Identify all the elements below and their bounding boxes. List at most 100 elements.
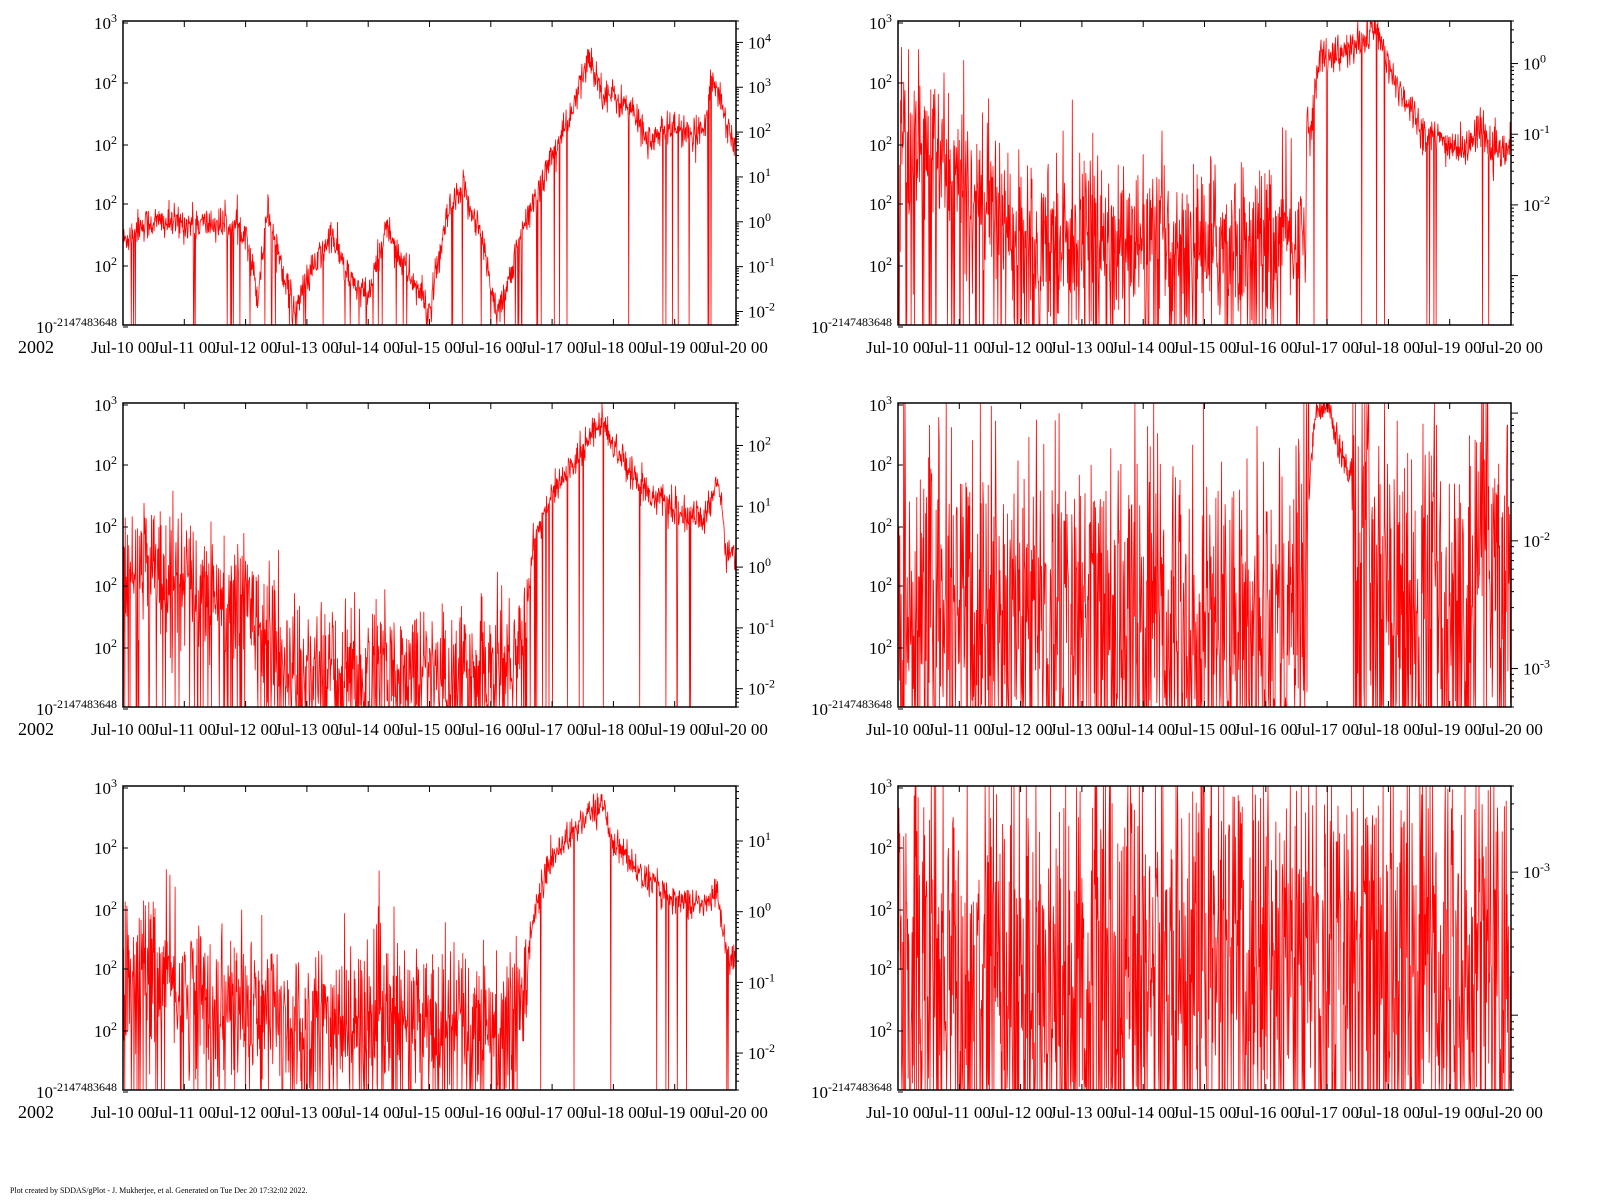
- left-axis-tick-label: 10-2147483648: [811, 1080, 892, 1102]
- left-axis-tick-label: 103: [94, 11, 117, 33]
- left-axis-tick-label: 102: [94, 836, 117, 858]
- x-axis-tick-label: Jul-16 00: [459, 720, 523, 739]
- left-axis-tick-label: 102: [869, 957, 892, 979]
- left-axis-tick-label: 102: [869, 574, 892, 596]
- x-axis-tick-label: Jul-17 00: [520, 1103, 584, 1122]
- left-axis-tick-label: 102: [94, 574, 117, 596]
- x-axis-tick-label: Jul-10 00: [91, 1103, 155, 1122]
- x-axis-tick-label: Jul-18 00: [1357, 720, 1421, 739]
- x-axis-tick-label: Jul-16 00: [1234, 720, 1298, 739]
- x-axis-tick-label: Jul-19 00: [1418, 1103, 1482, 1122]
- right-axis-tick-label: 10-1: [748, 616, 775, 638]
- x-axis-tick-label: Jul-14 00: [1111, 720, 1175, 739]
- left-axis-tick-label: 102: [94, 254, 117, 276]
- left-axis-tick-label: 102: [94, 71, 117, 93]
- x-axis-tick-label: Jul-19 00: [1418, 338, 1482, 357]
- x-axis-tick-label: Jul-15 00: [1173, 720, 1237, 739]
- right-axis-tick-label: 10-3: [1523, 657, 1550, 679]
- left-axis-tick-label: 103: [94, 393, 117, 415]
- left-axis-tick-label: 102: [869, 515, 892, 537]
- x-axis-tick-label: Jul-12 00: [989, 1103, 1053, 1122]
- right-axis-tick-label: 101: [748, 494, 771, 516]
- right-axis-tick-label: 10-1: [748, 255, 775, 277]
- x-axis-tick-label: Jul-15 00: [1173, 338, 1237, 357]
- x-axis-tick-label: Jul-10 00: [91, 338, 155, 357]
- x-axis-tick-label: Jul-11 00: [153, 338, 216, 357]
- year-label: 2002: [18, 337, 54, 357]
- right-axis-tick-label: 100: [748, 210, 771, 232]
- x-axis-tick-label: Jul-12 00: [989, 720, 1053, 739]
- x-axis-tick-label: Jul-10 00: [866, 338, 930, 357]
- x-axis-tick-label: Jul-12 00: [214, 720, 278, 739]
- left-axis-tick-label: 102: [94, 192, 117, 214]
- right-axis-tick-label: 10-2: [748, 677, 775, 699]
- year-label: 2002: [18, 719, 54, 739]
- x-axis-tick-label: Jul-10 00: [91, 720, 155, 739]
- x-axis-tick-label: Jul-19 00: [643, 338, 707, 357]
- left-axis-tick-label: 102: [869, 898, 892, 920]
- x-axis-tick-label: Jul-16 00: [459, 1103, 523, 1122]
- x-axis-tick-label: Jul-13 00: [1050, 338, 1114, 357]
- panel-row1-right: 103 102 102 102 102 10-2147483648 100 10-1 10-2 J…: [811, 11, 1550, 357]
- right-axis-tick-label: 101: [748, 165, 771, 187]
- x-axis-tick-label: Jul-19 00: [643, 720, 707, 739]
- x-axis-tick-label: Jul-11 00: [153, 720, 216, 739]
- x-axis-tick-label: Jul-18 00: [582, 338, 646, 357]
- data-trace-row3-right: [897, 785, 1512, 1091]
- x-axis-tick-label: Jul-16 00: [1234, 1103, 1298, 1122]
- left-axis-tick-label: 102: [869, 836, 892, 858]
- left-axis-tick-label: 10-2147483648: [36, 315, 117, 337]
- left-axis-tick-label: 102: [94, 636, 117, 658]
- left-axis-tick-label: 103: [869, 393, 892, 415]
- right-axis-tick-label: 10-3: [1523, 860, 1550, 882]
- left-axis-tick-label: 103: [869, 11, 892, 33]
- x-axis-tick-label: Jul-13 00: [275, 1103, 339, 1122]
- x-axis-tick-label: Jul-12 00: [214, 1103, 278, 1122]
- x-axis-tick-label: Jul-15 00: [398, 720, 462, 739]
- x-axis-tick-label: Jul-20 00: [1479, 1103, 1543, 1122]
- x-axis-tick-label: Jul-20 00: [704, 1103, 768, 1122]
- right-axis-tick-label: 10-1: [1523, 122, 1550, 144]
- x-axis-tick-label: Jul-14 00: [336, 1103, 400, 1122]
- x-axis-tick-label: Jul-13 00: [1050, 720, 1114, 739]
- x-axis-tick-label: Jul-14 00: [336, 720, 400, 739]
- x-axis-tick-label: Jul-15 00: [398, 338, 462, 357]
- x-axis-tick-label: Jul-14 00: [336, 338, 400, 357]
- right-axis-tick-label: 10-1: [748, 970, 775, 992]
- left-axis-tick-label: 10-2147483648: [811, 315, 892, 337]
- right-axis-tick-label: 100: [1523, 52, 1546, 74]
- left-axis-tick-label: 102: [94, 453, 117, 475]
- x-axis-tick-label: Jul-18 00: [582, 720, 646, 739]
- x-axis-tick-label: Jul-20 00: [1479, 720, 1543, 739]
- x-axis-tick-label: Jul-11 00: [153, 1103, 216, 1122]
- x-axis-tick-label: Jul-17 00: [1295, 720, 1359, 739]
- x-axis-tick-label: Jul-20 00: [704, 338, 768, 357]
- x-axis-tick-label: Jul-20 00: [704, 720, 768, 739]
- x-axis-tick-label: Jul-13 00: [275, 338, 339, 357]
- right-axis-tick-label: 102: [748, 433, 771, 455]
- right-axis-tick-label: 10-2: [1523, 529, 1550, 551]
- x-axis-tick-label: Jul-11 00: [928, 1103, 991, 1122]
- right-axis-tick-label: 10-2: [748, 1041, 775, 1063]
- plot-credit-footer: Plot created by SDDAS/gPlot - J. Mukherj…: [10, 1186, 308, 1195]
- x-axis-tick-label: Jul-17 00: [1295, 1103, 1359, 1122]
- left-axis-tick-label: 102: [869, 71, 892, 93]
- left-axis-tick-label: 102: [869, 453, 892, 475]
- year-label: 2002: [18, 1102, 54, 1122]
- left-axis-tick-label: 102: [869, 133, 892, 155]
- data-trace-row3-left: [122, 793, 737, 1091]
- x-axis-tick-label: Jul-17 00: [520, 720, 584, 739]
- data-trace-row2-left: [122, 402, 737, 708]
- left-axis-tick-label: 10-2147483648: [811, 697, 892, 719]
- left-axis-tick-label: 102: [94, 515, 117, 537]
- right-axis-tick-label: 101: [748, 829, 771, 851]
- x-axis-tick-label: Jul-15 00: [1173, 1103, 1237, 1122]
- x-axis-tick-label: Jul-18 00: [1357, 338, 1421, 357]
- left-axis-tick-label: 103: [94, 776, 117, 798]
- data-trace-row1-left: [122, 47, 737, 326]
- left-axis-tick-label: 103: [869, 776, 892, 798]
- x-axis-tick-label: Jul-19 00: [1418, 720, 1482, 739]
- panel-row1-left: 103 102 102 102 102 10-2147483648 104 103 102 101…: [36, 11, 775, 357]
- panel-row3-right: 103 102 102 102 102 10-2147483648 10-3 Jul-10 0…: [811, 776, 1550, 1122]
